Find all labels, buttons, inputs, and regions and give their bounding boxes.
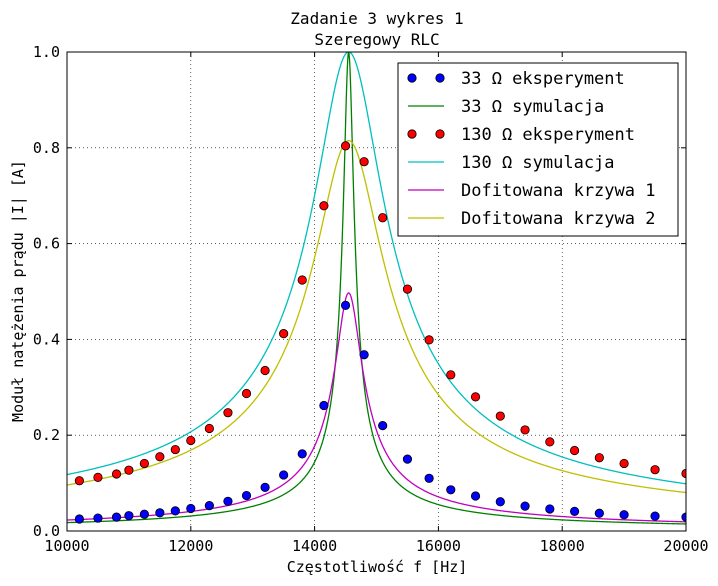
legend: 33 Ω eksperyment 33 Ω symulacja 130 Ω eksp…: [397, 62, 679, 237]
data-point: [319, 400, 329, 411]
data-point: [619, 458, 629, 469]
series-line: [67, 52, 686, 525]
data-point: [446, 370, 456, 380]
data-point: [545, 437, 555, 447]
data-point: [223, 496, 233, 506]
data-point: [93, 513, 103, 523]
y-tick-label: 0.4: [33, 330, 60, 348]
chart-subtitle: Szeregowy RLC: [314, 30, 439, 49]
data-point: [74, 476, 84, 486]
data-point: [260, 365, 270, 376]
data-point: [155, 508, 165, 518]
y-tick-label: 0.8: [33, 139, 60, 157]
data-point: [359, 157, 369, 167]
data-point: [545, 504, 555, 514]
data-point: [569, 506, 580, 516]
legend-label: 130 Ω symulacja: [461, 153, 615, 173]
data-point: [650, 511, 660, 521]
series-line: [67, 139, 686, 494]
data-point: [470, 491, 481, 501]
data-point: [619, 510, 629, 520]
data-point: [170, 506, 180, 516]
x-tick-label: 12000: [168, 537, 213, 555]
data-point: [74, 514, 84, 524]
x-tick-label: 14000: [292, 537, 337, 555]
data-point: [124, 465, 134, 475]
legend-label: Dofitowana krzywa 1: [461, 181, 655, 201]
data-point: [186, 435, 196, 446]
data-point: [402, 454, 413, 464]
x-tick-label: 10000: [44, 537, 89, 555]
data-point: [378, 213, 388, 223]
data-point: [241, 490, 252, 501]
data-point: [650, 465, 660, 475]
data-point: [359, 350, 369, 360]
legend-box: [397, 62, 679, 237]
plot-frame: [66, 51, 687, 532]
x-tick-label: 20000: [663, 537, 708, 555]
data-point: [520, 425, 530, 435]
data-point: [170, 444, 180, 455]
data-point: [279, 470, 289, 480]
data-point: [139, 458, 149, 469]
data-point: [594, 453, 604, 463]
data-point: [297, 275, 307, 285]
plot-area: [67, 52, 686, 525]
data-point: [279, 329, 289, 339]
data-point: [204, 501, 214, 511]
x-tick-label: 16000: [416, 537, 461, 555]
y-tick-label: 0.0: [33, 522, 60, 540]
x-tick-label: 18000: [540, 537, 585, 555]
y-tick-label: 1.0: [33, 43, 60, 61]
y-axis-label: Moduł natężenia prądu |I| [A]: [9, 160, 27, 422]
data-point: [186, 503, 196, 514]
legend-label: 130 Ω eksperyment: [461, 125, 635, 145]
data-point: [297, 449, 307, 459]
data-point: [93, 472, 103, 482]
legend-marker: [435, 129, 445, 139]
data-point: [378, 421, 388, 431]
data-point: [319, 201, 329, 211]
legend-label: 33 Ω symulacja: [461, 97, 604, 117]
data-point: [470, 392, 481, 402]
data-point: [204, 423, 214, 434]
series-line: [67, 292, 686, 523]
data-point: [520, 501, 530, 511]
data-point: [495, 411, 505, 421]
data-point: [446, 485, 456, 495]
x-axis-label: Częstotliwość f [Hz]: [287, 558, 468, 576]
data-point: [495, 497, 505, 507]
data-point: [111, 512, 122, 522]
data-point: [260, 482, 270, 493]
series-line: [67, 52, 686, 485]
chart-title: Zadanie 3 wykres 1: [290, 9, 463, 28]
legend-label: Dofitowana krzywa 2: [461, 209, 655, 229]
data-point: [340, 141, 351, 151]
data-point: [424, 335, 434, 345]
y-tick-label: 0.6: [33, 235, 60, 253]
data-point: [155, 452, 165, 462]
data-point: [241, 388, 252, 399]
legend-marker: [407, 129, 417, 139]
legend-label: 33 Ω eksperyment: [461, 69, 625, 89]
y-tick-label: 0.2: [33, 426, 60, 444]
data-point: [111, 469, 122, 479]
data-point: [124, 511, 134, 521]
data-point: [223, 408, 233, 418]
data-point: [402, 284, 413, 294]
data-point: [340, 300, 351, 310]
data-point: [139, 509, 149, 519]
legend-marker: [407, 73, 417, 83]
data-point: [569, 445, 580, 456]
data-point: [594, 508, 604, 518]
axes: 10000 12000 14000 16000 18000 20000 0.0 0.2 0.4 0…: [33, 43, 709, 555]
data-point: [424, 473, 434, 483]
legend-marker: [435, 73, 445, 83]
